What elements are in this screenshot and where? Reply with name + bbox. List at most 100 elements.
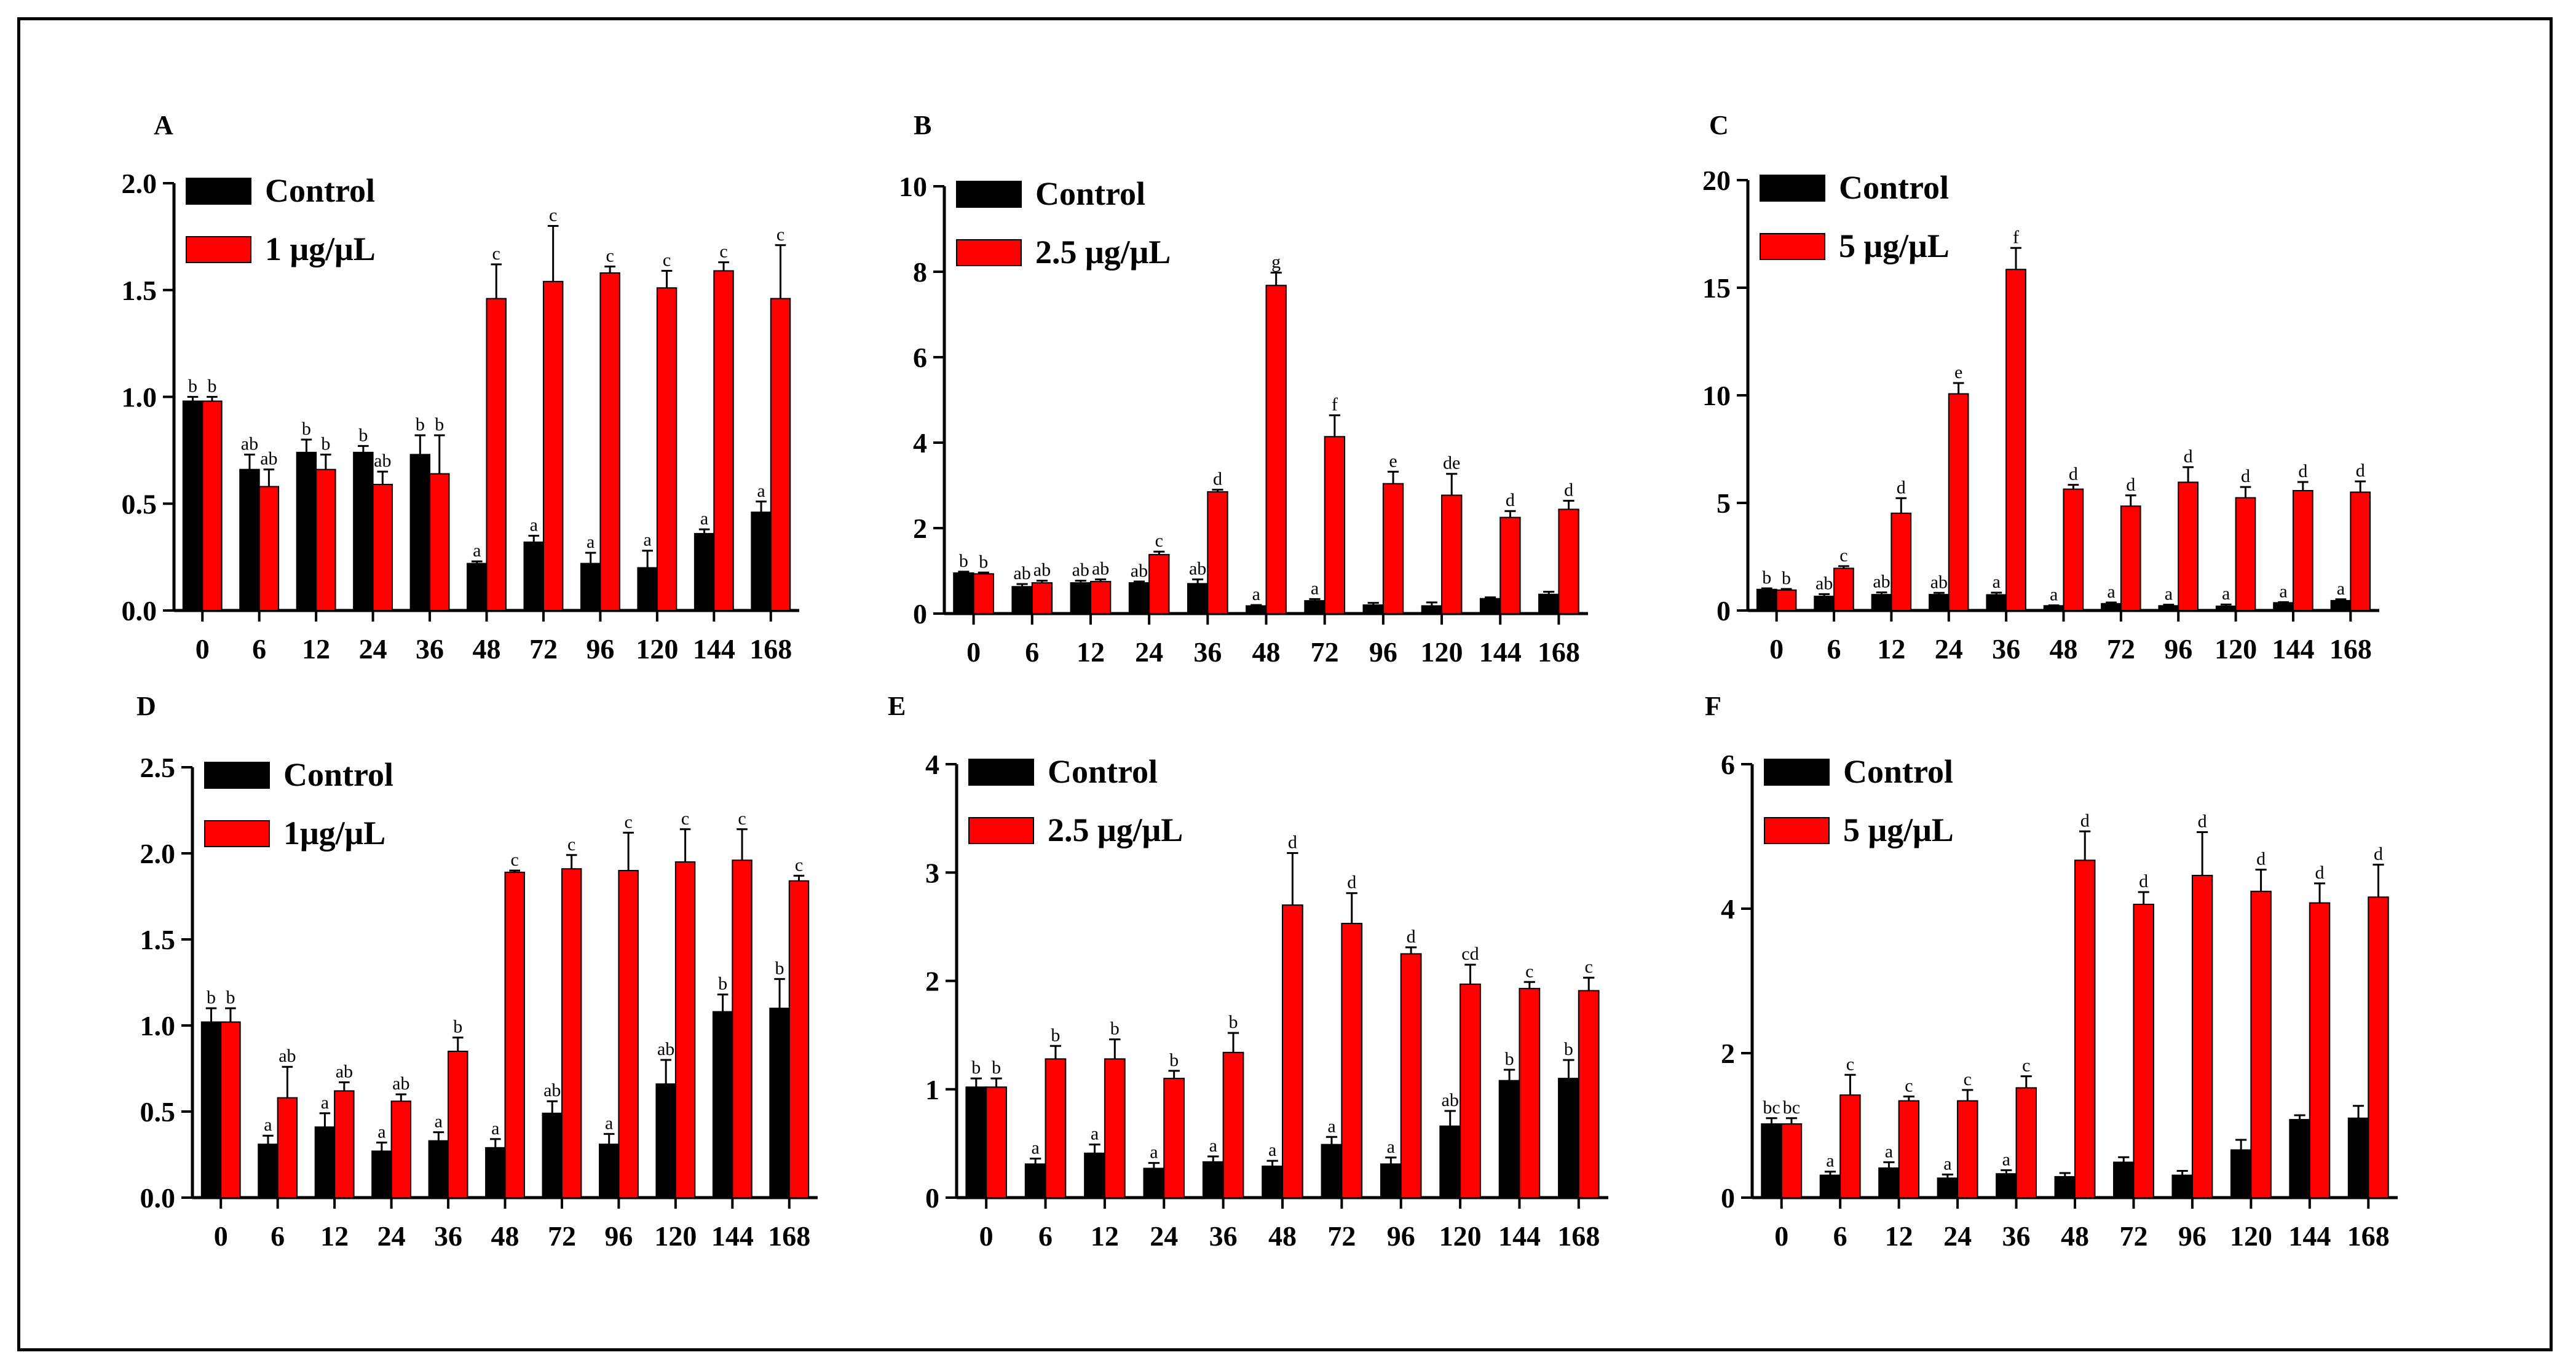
significance-letter: ab xyxy=(279,1046,296,1066)
treatment-bar xyxy=(986,1086,1007,1198)
significance-letter: d xyxy=(2315,863,2325,883)
y-tick-label: 5 xyxy=(1717,488,1731,519)
control-bar xyxy=(200,1021,222,1199)
control-bar xyxy=(428,1140,449,1198)
significance-letter: c xyxy=(1905,1076,1913,1096)
treatment-bar xyxy=(2133,903,2154,1198)
control-bar xyxy=(1937,1177,1959,1199)
significance-letter: c xyxy=(1525,961,1533,981)
significance-letter: b xyxy=(1782,568,1791,588)
treatment-bar xyxy=(2074,859,2096,1198)
x-tick-label: 144 xyxy=(1498,1220,1541,1252)
treatment-bar xyxy=(1324,436,1346,615)
control-bar xyxy=(1070,582,1091,615)
significance-letter: c xyxy=(2022,1056,2030,1076)
control-bar xyxy=(1143,1168,1165,1198)
significance-letter: c xyxy=(1964,1069,1972,1089)
legend-label-control: Control xyxy=(1843,753,1953,790)
treatment-bar xyxy=(2350,491,2371,611)
significance-letter: a xyxy=(491,1118,499,1139)
legend-swatch-control xyxy=(1760,175,1825,202)
significance-letter: ab xyxy=(241,433,258,454)
y-tick-label: 1.5 xyxy=(140,924,176,955)
y-tick-label: 2.0 xyxy=(122,168,157,199)
legend-label-treatment: 2.5 μg/μL xyxy=(1035,234,1171,271)
significance-letter: a xyxy=(1311,578,1319,598)
significance-letter: ab xyxy=(1189,558,1206,579)
x-tick-label: 12 xyxy=(302,633,330,665)
treatment-bar xyxy=(542,280,564,612)
control-bar xyxy=(655,1083,676,1198)
significance-letter: d xyxy=(1407,927,1416,947)
significance-letter: a xyxy=(587,532,595,552)
treatment-bar xyxy=(220,1021,241,1199)
significance-letter: b xyxy=(718,974,727,994)
treatment-bar xyxy=(618,870,639,1198)
x-tick-label: 6 xyxy=(1025,636,1039,668)
x-tick-label: 144 xyxy=(2272,633,2314,665)
control-bar xyxy=(2171,1174,2193,1198)
control-bar xyxy=(2054,1175,2076,1199)
x-tick-label: 144 xyxy=(711,1220,754,1252)
treatment-bar xyxy=(1400,953,1422,1198)
significance-letter: b xyxy=(435,414,444,435)
y-tick-label: 10 xyxy=(1702,380,1731,411)
treatment-bar xyxy=(973,573,994,614)
control-bar xyxy=(1246,605,1267,614)
x-tick-label: 6 xyxy=(271,1220,285,1252)
control-bar xyxy=(2215,606,2237,611)
significance-letter: a xyxy=(757,481,765,501)
significance-letter: ab xyxy=(1930,572,1948,592)
significance-letter: a xyxy=(1268,1140,1276,1160)
y-tick-label: 0.0 xyxy=(140,1182,176,1214)
significance-letter: a xyxy=(2337,579,2345,599)
panel-label: B xyxy=(914,110,931,140)
y-tick-label: 4 xyxy=(925,749,939,780)
treatment-bar xyxy=(770,298,791,611)
treatment-bar xyxy=(1833,567,1854,612)
panel-label: A xyxy=(154,110,173,140)
x-tick-label: 0 xyxy=(1769,633,1784,665)
significance-letter: a xyxy=(1209,1136,1217,1156)
y-tick-label: 3 xyxy=(925,857,939,888)
significance-letter: a xyxy=(1150,1142,1158,1163)
treatment-bar xyxy=(1382,483,1404,614)
x-tick-label: 36 xyxy=(1193,636,1222,668)
x-tick-label: 120 xyxy=(1421,636,1463,668)
panel-label: E xyxy=(888,691,906,721)
control-bar xyxy=(1558,1078,1579,1198)
x-tick-label: 96 xyxy=(1369,636,1397,668)
significance-letter: c xyxy=(1846,1054,1854,1074)
significance-letter: ab xyxy=(1873,572,1890,592)
significance-letter: ab xyxy=(374,451,391,471)
significance-letter: d xyxy=(2139,871,2148,891)
control-bar xyxy=(1871,594,1892,611)
significance-letter: a xyxy=(605,1113,613,1133)
significance-letter: d xyxy=(2256,849,2266,869)
significance-letter: c xyxy=(624,812,632,832)
x-tick-label: 168 xyxy=(1538,636,1580,668)
control-bar xyxy=(353,451,374,611)
significance-letter: f xyxy=(1332,395,1338,415)
x-tick-label: 72 xyxy=(529,633,558,665)
y-tick-label: 1.0 xyxy=(140,1010,176,1041)
treatment-bar xyxy=(372,483,393,611)
significance-letter: a xyxy=(2222,583,2230,604)
control-bar xyxy=(409,454,431,612)
significance-letter: a xyxy=(2107,582,2115,602)
x-tick-label: 72 xyxy=(2119,1220,2147,1252)
significance-letter: c xyxy=(719,242,727,262)
x-tick-label: 48 xyxy=(491,1220,520,1252)
significance-letter: a xyxy=(1387,1137,1395,1157)
significance-letter: d xyxy=(2374,844,2383,864)
significance-letter: c xyxy=(681,808,689,829)
x-tick-label: 72 xyxy=(2107,633,2135,665)
significance-letter: ab xyxy=(543,1080,561,1100)
significance-letter: b xyxy=(226,987,235,1008)
x-tick-label: 72 xyxy=(1327,1220,1356,1252)
control-bar xyxy=(2330,599,2352,612)
significance-letter: d xyxy=(1897,477,1906,497)
control-bar xyxy=(2289,1119,2310,1198)
legend-swatch-treatment xyxy=(968,817,1034,844)
significance-letter: a xyxy=(473,540,481,561)
